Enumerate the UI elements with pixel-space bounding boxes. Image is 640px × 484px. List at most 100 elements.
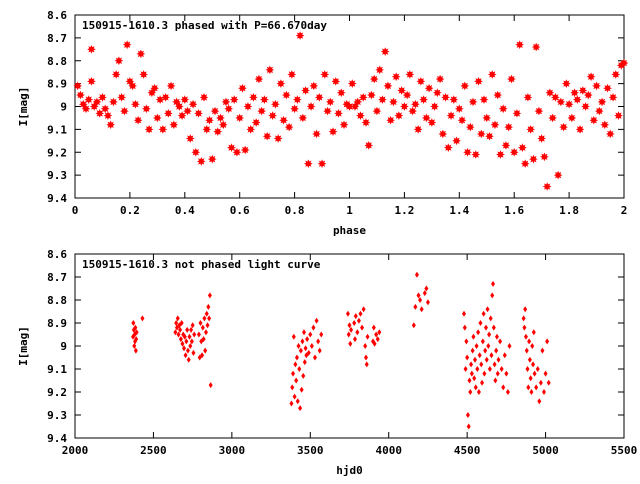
data-point-0-185 bbox=[578, 86, 588, 95]
data-point-0-19 bbox=[122, 40, 132, 50]
data-point-0-102 bbox=[350, 102, 360, 111]
data-point-0-81 bbox=[292, 95, 302, 105]
data-point-0-180 bbox=[564, 99, 574, 109]
data-point-0-121 bbox=[402, 90, 412, 100]
data-point-0-122 bbox=[405, 70, 415, 79]
data-point-1-73 bbox=[306, 349, 311, 356]
data-point-1-141 bbox=[483, 347, 488, 354]
data-point-0-162 bbox=[515, 40, 525, 50]
data-point-0-4 bbox=[84, 95, 94, 105]
data-point-1-86 bbox=[349, 326, 354, 333]
data-point-0-156 bbox=[498, 104, 508, 114]
data-point-1-31 bbox=[189, 326, 194, 333]
data-point-0-108 bbox=[367, 90, 376, 100]
data-point-1-163 bbox=[504, 370, 509, 377]
data-point-1-90 bbox=[355, 329, 360, 336]
data-point-0-62 bbox=[240, 145, 250, 155]
data-point-1-84 bbox=[347, 322, 352, 329]
data-point-0-128 bbox=[421, 113, 431, 123]
data-point-1-154 bbox=[493, 377, 498, 384]
data-point-0-136 bbox=[443, 143, 453, 153]
data-point-1-76 bbox=[311, 324, 316, 331]
data-point-0-12 bbox=[103, 111, 113, 121]
data-point-0-194 bbox=[603, 83, 612, 93]
data-point-1-113 bbox=[425, 299, 430, 306]
data-point-0-83 bbox=[298, 113, 308, 123]
data-point-1-59 bbox=[294, 354, 299, 361]
y-tick-label-1-6: 9.2 bbox=[47, 386, 67, 399]
data-point-0-8 bbox=[92, 97, 102, 107]
data-point-1-176 bbox=[529, 389, 534, 395]
data-point-1-11 bbox=[173, 329, 178, 336]
data-point-1-8 bbox=[134, 336, 139, 343]
data-point-0-97 bbox=[336, 88, 346, 98]
data-point-1-93 bbox=[360, 324, 365, 331]
y-tick-label-0-5: 9.1 bbox=[47, 123, 67, 136]
data-point-1-9 bbox=[134, 329, 139, 336]
data-point-0-112 bbox=[378, 95, 387, 105]
data-point-1-166 bbox=[521, 315, 526, 322]
data-point-1-143 bbox=[484, 356, 489, 363]
data-point-0-131 bbox=[430, 102, 439, 111]
data-point-1-10 bbox=[140, 315, 145, 322]
data-point-1-78 bbox=[314, 317, 319, 324]
data-point-0-189 bbox=[589, 115, 599, 125]
data-point-0-96 bbox=[334, 108, 343, 118]
data-point-1-101 bbox=[372, 340, 377, 347]
data-point-1-6 bbox=[133, 324, 138, 331]
data-point-1-132 bbox=[476, 329, 481, 336]
y-tick-label-0-3: 8.9 bbox=[47, 78, 67, 91]
data-point-0-80 bbox=[290, 104, 299, 114]
data-point-0-173 bbox=[545, 88, 555, 98]
data-point-1-36 bbox=[196, 331, 201, 338]
data-point-1-120 bbox=[466, 423, 471, 430]
data-point-0-18 bbox=[120, 106, 129, 116]
data-point-1-124 bbox=[469, 370, 474, 377]
data-point-0-179 bbox=[561, 79, 571, 88]
y-tick-label-0-2: 8.8 bbox=[47, 55, 67, 68]
data-point-0-39 bbox=[177, 111, 187, 121]
x-tick-label-0-7: 1.4 bbox=[449, 204, 469, 217]
data-point-0-64 bbox=[246, 125, 256, 134]
data-point-1-7 bbox=[133, 347, 138, 354]
data-point-0-172 bbox=[542, 182, 552, 191]
data-point-1-87 bbox=[352, 320, 357, 326]
data-point-1-74 bbox=[308, 331, 313, 338]
data-point-0-93 bbox=[325, 97, 335, 107]
x-tick-label-1-4: 4000 bbox=[375, 444, 402, 457]
data-point-1-187 bbox=[543, 370, 548, 377]
data-point-1-179 bbox=[531, 329, 536, 336]
data-point-0-38 bbox=[174, 102, 184, 111]
x-tick-label-0-9: 1.8 bbox=[559, 204, 579, 217]
data-point-1-100 bbox=[371, 324, 376, 331]
data-point-0-36 bbox=[169, 120, 179, 130]
x-tick-label-1-0: 2000 bbox=[62, 444, 89, 457]
data-point-1-1 bbox=[131, 320, 136, 326]
data-point-0-23 bbox=[133, 115, 143, 125]
y-tick-label-0-8: 9.4 bbox=[47, 192, 67, 205]
data-point-0-16 bbox=[114, 56, 124, 66]
x-tick-label-1-6: 5000 bbox=[532, 444, 559, 457]
data-point-0-73 bbox=[271, 99, 280, 109]
data-point-0-6 bbox=[87, 76, 96, 86]
data-point-1-23 bbox=[182, 333, 187, 340]
data-point-0-103 bbox=[353, 97, 363, 107]
data-point-0-40 bbox=[180, 95, 190, 105]
data-point-0-195 bbox=[605, 129, 615, 139]
data-point-0-61 bbox=[238, 83, 247, 93]
data-point-1-127 bbox=[472, 375, 477, 382]
data-point-1-174 bbox=[527, 356, 532, 363]
data-point-1-14 bbox=[175, 315, 180, 322]
data-point-0-107 bbox=[364, 141, 374, 150]
data-point-1-148 bbox=[488, 315, 493, 322]
data-point-1-160 bbox=[499, 366, 504, 372]
data-point-1-38 bbox=[198, 320, 203, 326]
data-point-0-126 bbox=[416, 76, 426, 86]
data-point-1-98 bbox=[365, 333, 370, 340]
data-point-1-50 bbox=[207, 292, 212, 299]
y-tick-label-0-0: 8.6 bbox=[47, 9, 67, 22]
data-point-1-151 bbox=[491, 280, 496, 287]
data-point-1-45 bbox=[203, 329, 208, 336]
data-point-0-191 bbox=[594, 106, 604, 116]
data-point-1-15 bbox=[176, 331, 181, 338]
